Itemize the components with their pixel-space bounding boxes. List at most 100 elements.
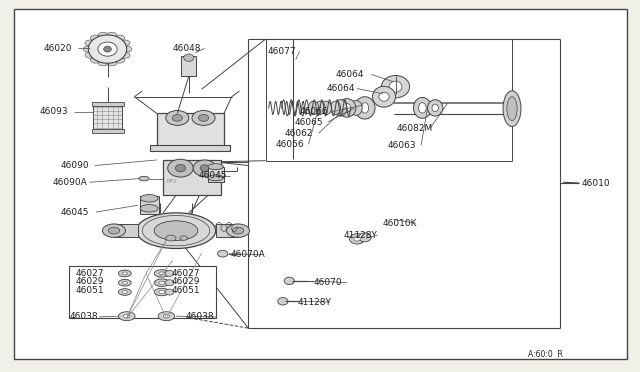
Ellipse shape — [165, 289, 174, 295]
Text: 46063: 46063 — [387, 141, 416, 150]
Ellipse shape — [88, 35, 127, 63]
Text: 46090: 46090 — [61, 161, 90, 170]
Text: 46070: 46070 — [314, 278, 342, 287]
Ellipse shape — [139, 176, 149, 181]
Ellipse shape — [108, 227, 120, 234]
Text: A:60:0  R: A:60:0 R — [528, 350, 563, 359]
Ellipse shape — [432, 104, 438, 112]
Ellipse shape — [381, 76, 410, 98]
Text: 46070A: 46070A — [230, 250, 265, 259]
Bar — [208, 167, 224, 182]
Ellipse shape — [198, 115, 209, 121]
Ellipse shape — [159, 291, 165, 294]
Ellipse shape — [354, 237, 360, 241]
Ellipse shape — [122, 291, 127, 294]
Ellipse shape — [413, 97, 431, 118]
Text: 46051: 46051 — [76, 286, 104, 295]
Ellipse shape — [166, 110, 189, 125]
Bar — [163, 160, 221, 195]
Ellipse shape — [349, 100, 362, 115]
Text: 41128Y: 41128Y — [298, 298, 332, 307]
Ellipse shape — [355, 97, 375, 119]
Text: 46064: 46064 — [336, 70, 365, 79]
Text: 46027: 46027 — [172, 269, 200, 278]
Bar — [92, 102, 124, 106]
Ellipse shape — [334, 100, 347, 116]
Ellipse shape — [120, 52, 130, 58]
Ellipse shape — [372, 86, 396, 107]
Ellipse shape — [118, 270, 131, 277]
Ellipse shape — [98, 32, 108, 38]
Ellipse shape — [107, 60, 117, 66]
Ellipse shape — [85, 52, 95, 58]
Ellipse shape — [165, 280, 174, 286]
Ellipse shape — [208, 175, 223, 181]
Text: 46020: 46020 — [44, 44, 72, 53]
Bar — [157, 113, 224, 147]
Text: 46090A: 46090A — [52, 178, 87, 187]
Ellipse shape — [90, 57, 100, 63]
Ellipse shape — [227, 224, 250, 237]
Ellipse shape — [118, 289, 131, 295]
Text: 46051: 46051 — [172, 286, 200, 295]
Ellipse shape — [154, 279, 170, 286]
Text: 46029: 46029 — [172, 278, 200, 286]
Ellipse shape — [330, 101, 340, 115]
Ellipse shape — [315, 101, 325, 115]
Bar — [216, 224, 238, 237]
Ellipse shape — [193, 160, 216, 176]
Ellipse shape — [338, 99, 356, 117]
Ellipse shape — [102, 224, 125, 237]
Text: 46038: 46038 — [186, 312, 214, 321]
Text: 46029: 46029 — [76, 278, 104, 286]
Text: 46045: 46045 — [61, 208, 90, 217]
Ellipse shape — [361, 103, 369, 113]
Ellipse shape — [118, 279, 131, 286]
Ellipse shape — [83, 46, 93, 52]
Ellipse shape — [159, 272, 165, 275]
Ellipse shape — [122, 46, 132, 52]
Text: 46010K: 46010K — [383, 219, 417, 228]
Ellipse shape — [159, 281, 165, 284]
Ellipse shape — [98, 60, 108, 66]
Ellipse shape — [358, 233, 371, 242]
Ellipse shape — [168, 159, 193, 177]
Ellipse shape — [90, 35, 100, 41]
Ellipse shape — [154, 270, 170, 277]
Text: MF2: MF2 — [166, 179, 177, 184]
Text: 46056: 46056 — [275, 140, 304, 149]
Text: 46077: 46077 — [268, 47, 296, 56]
Ellipse shape — [154, 221, 198, 240]
Ellipse shape — [180, 236, 188, 240]
Ellipse shape — [154, 288, 170, 296]
Ellipse shape — [118, 312, 135, 321]
Ellipse shape — [122, 281, 127, 284]
Ellipse shape — [115, 35, 125, 41]
Ellipse shape — [140, 195, 158, 202]
Polygon shape — [177, 43, 200, 56]
Ellipse shape — [107, 32, 117, 38]
Bar — [181, 56, 196, 76]
Text: 46093: 46093 — [40, 107, 68, 116]
Ellipse shape — [140, 205, 158, 212]
Ellipse shape — [98, 42, 117, 56]
Bar — [114, 224, 138, 237]
Text: 41128Y: 41128Y — [344, 231, 378, 240]
Text: 46010: 46010 — [581, 179, 610, 187]
Text: 46062: 46062 — [285, 129, 314, 138]
Text: 46027: 46027 — [76, 269, 104, 278]
Ellipse shape — [218, 250, 228, 257]
Ellipse shape — [175, 164, 186, 172]
Ellipse shape — [192, 110, 215, 125]
Bar — [150, 145, 230, 151]
Ellipse shape — [158, 312, 175, 321]
Ellipse shape — [124, 314, 130, 318]
Text: 46048: 46048 — [173, 44, 202, 53]
Ellipse shape — [321, 101, 332, 115]
Ellipse shape — [389, 81, 402, 92]
Ellipse shape — [232, 227, 244, 234]
Ellipse shape — [379, 92, 389, 101]
Ellipse shape — [208, 164, 223, 170]
Ellipse shape — [120, 40, 130, 46]
Ellipse shape — [115, 57, 125, 63]
